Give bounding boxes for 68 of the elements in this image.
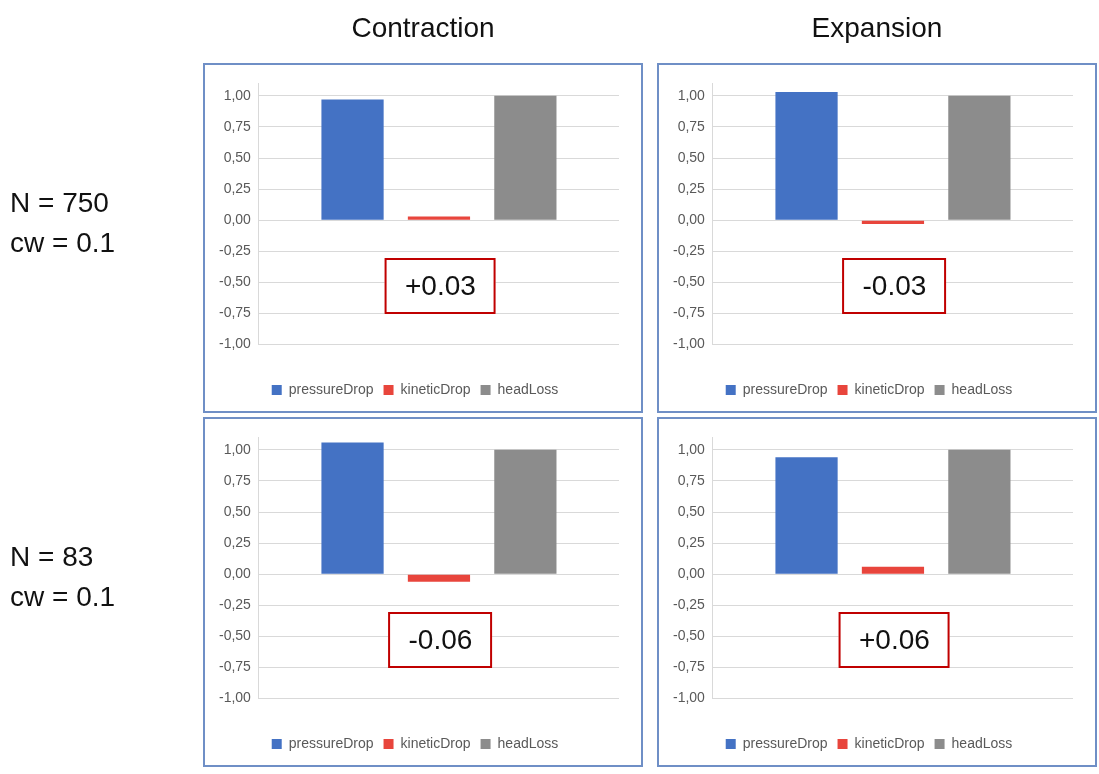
bar	[948, 449, 1011, 574]
y-tick-label: 0,50	[677, 502, 706, 519]
legend-label: pressureDrop	[288, 380, 374, 397]
annotation: +0.06	[839, 612, 950, 668]
y-tick-label: 0,75	[223, 471, 252, 488]
y-tick-label: -0,25	[672, 596, 706, 613]
y-tick-label: -1,00	[218, 689, 252, 706]
y-tick-label: 0,75	[677, 471, 706, 488]
y-tick-label: -0,75	[672, 304, 706, 321]
y-tick-label: 0,00	[677, 211, 706, 228]
y-tick-label: -0,75	[672, 658, 706, 675]
bar	[861, 220, 925, 224]
chart-title: Contraction	[350, 12, 496, 44]
bar	[948, 95, 1011, 220]
y-tick-label: 0,00	[223, 565, 252, 582]
annotation: -0.03	[842, 258, 947, 314]
bar	[775, 92, 838, 220]
y-tick-label: -1,00	[218, 335, 252, 352]
bar	[407, 216, 471, 220]
y-tick-label: 1,00	[223, 86, 252, 103]
y-tick-label: 0,00	[223, 211, 252, 228]
y-tick-label: -0,50	[218, 273, 252, 290]
y-axis-title: N = 750 cw = 0.1	[10, 186, 116, 260]
legend-label: headLoss	[951, 734, 1013, 751]
y-tick-label: 0,75	[223, 117, 252, 134]
y-tick-label: 0,50	[223, 502, 252, 519]
bar	[321, 442, 384, 574]
bar	[775, 457, 838, 574]
y-tick-label: 1,00	[223, 440, 252, 457]
legend-label: kineticDrop	[854, 734, 925, 751]
y-tick-label: -0,25	[672, 242, 706, 259]
y-tick-label: -0,25	[218, 242, 252, 259]
legend-label: pressureDrop	[742, 380, 828, 397]
y-tick-label: -0,50	[672, 273, 706, 290]
y-tick-label: -1,00	[672, 689, 706, 706]
y-tick-label: 0,25	[677, 533, 706, 550]
y-tick-label: -0,25	[218, 596, 252, 613]
bar	[494, 95, 557, 220]
bar	[861, 566, 925, 574]
y-tick-label: -1,00	[672, 335, 706, 352]
legend-label: pressureDrop	[288, 734, 374, 751]
legend-label: headLoss	[497, 734, 559, 751]
legend-label: kineticDrop	[400, 734, 471, 751]
y-tick-label: 0,50	[223, 148, 252, 165]
bar	[321, 99, 384, 220]
bar	[407, 574, 471, 582]
y-tick-label: 0,50	[677, 148, 706, 165]
y-tick-label: -0,50	[218, 627, 252, 644]
y-tick-label: 0,25	[223, 533, 252, 550]
y-tick-label: 0,25	[677, 179, 706, 196]
y-tick-label: 1,00	[677, 440, 706, 457]
annotation: +0.03	[385, 258, 496, 314]
legend-label: kineticDrop	[854, 380, 925, 397]
annotation: -0.06	[388, 612, 493, 668]
y-axis-title: N = 83 cw = 0.1	[10, 540, 116, 614]
legend-label: pressureDrop	[742, 734, 828, 751]
chart-title: Expansion	[810, 12, 944, 44]
y-tick-label: 0,00	[677, 565, 706, 582]
legend-label: headLoss	[951, 380, 1013, 397]
bar	[494, 449, 557, 574]
legend-label: headLoss	[497, 380, 559, 397]
legend-label: kineticDrop	[400, 380, 471, 397]
y-tick-label: -0,75	[218, 658, 252, 675]
y-tick-label: -0,75	[218, 304, 252, 321]
y-tick-label: 0,25	[223, 179, 252, 196]
y-tick-label: -0,50	[672, 627, 706, 644]
y-tick-label: 1,00	[677, 86, 706, 103]
y-tick-label: 0,75	[677, 117, 706, 134]
